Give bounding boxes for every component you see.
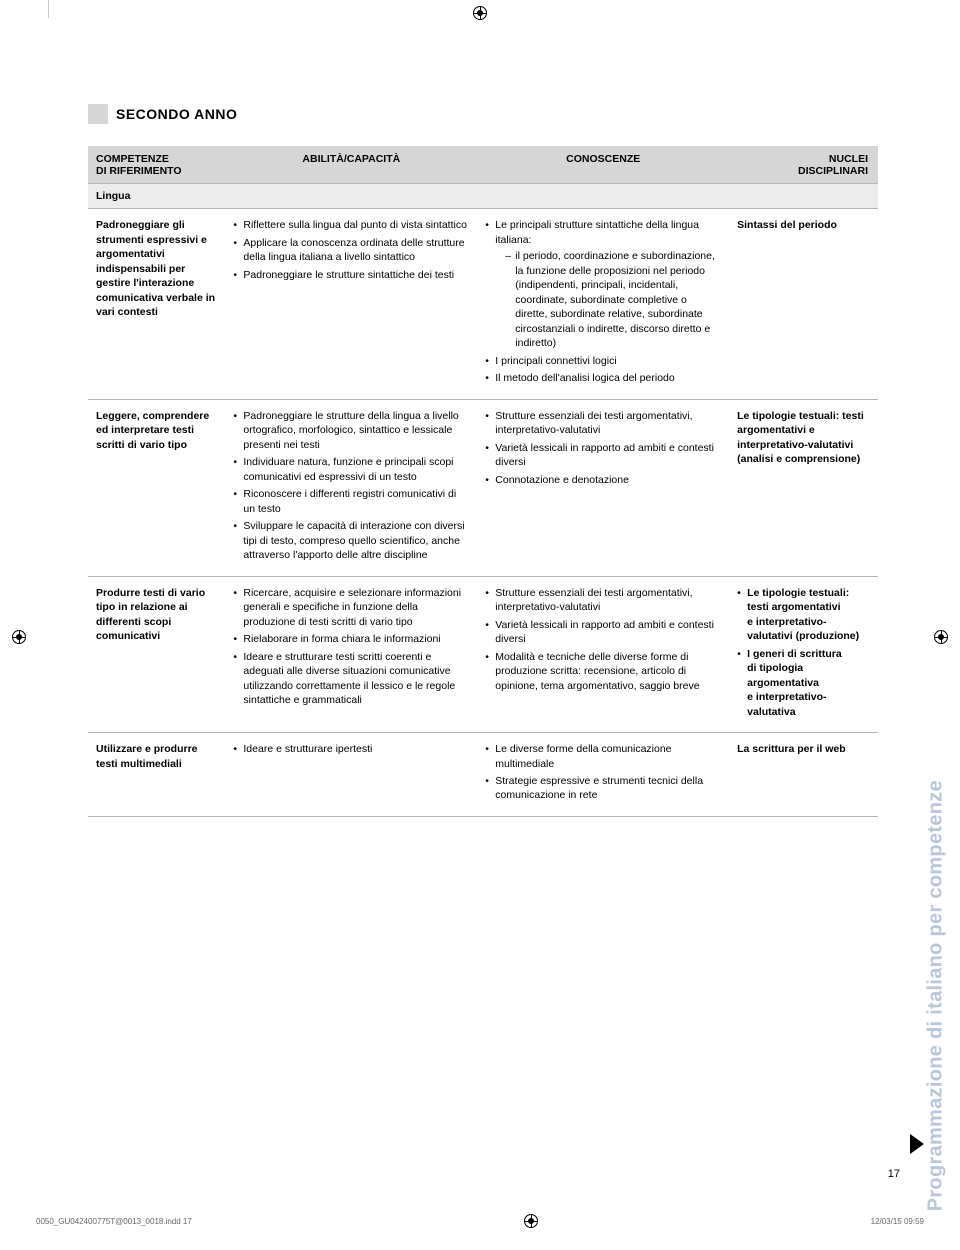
section-title-bar: SECONDO ANNO	[88, 104, 878, 124]
abilita-cell: Riflettere sulla lingua dal punto di vis…	[225, 209, 477, 399]
page-number: 17	[888, 1168, 900, 1180]
col-header-conoscenze: CONOSCENZE	[477, 146, 729, 184]
abilita-cell: Ideare e strutturare ipertesti	[225, 733, 477, 817]
competenze-cell: Produrre testi di vario tipo in relazion…	[88, 576, 225, 732]
competenze-cell: Padroneggiare gli strumenti espressivi e…	[88, 209, 225, 399]
table-header-row: COMPETENZEDI RIFERIMENTO ABILITÀ/CAPACIT…	[88, 146, 878, 184]
col-header-nuclei: NUCLEIDISCIPLINARI	[729, 146, 878, 184]
section-marker-icon	[88, 104, 108, 124]
table-row: Leggere, comprendere ed interpretare tes…	[88, 399, 878, 576]
print-footer: 0050_GU042400775T@0013_0018.indd 17 12/0…	[36, 1214, 924, 1228]
subheader-cell: Lingua	[88, 184, 878, 209]
table-subheader-row: Lingua	[88, 184, 878, 209]
abilita-cell: Ricercare, acquisire e selezionare infor…	[225, 576, 477, 732]
col-header-abilita: ABILITÀ/CAPACITÀ	[225, 146, 477, 184]
next-page-arrow-icon	[910, 1134, 924, 1154]
registration-mark-icon	[934, 630, 948, 644]
competence-table: COMPETENZEDI RIFERIMENTO ABILITÀ/CAPACIT…	[88, 146, 878, 817]
competenze-cell: Leggere, comprendere ed interpretare tes…	[88, 399, 225, 576]
nuclei-cell: Sintassi del periodo	[729, 209, 878, 399]
conoscenze-cell: Le diverse forme della comunicazione mul…	[477, 733, 729, 817]
side-section-text: Programmazione di italiano per competenz…	[924, 780, 947, 1211]
conoscenze-cell: Strutture essenziali dei testi argomenta…	[477, 576, 729, 732]
registration-mark-icon	[473, 6, 487, 20]
conoscenze-cell: Le principali strutture sintattiche dell…	[477, 209, 729, 399]
table-row: Utilizzare e produrre testi multimediali…	[88, 733, 878, 817]
conoscenze-cell: Strutture essenziali dei testi argomenta…	[477, 399, 729, 576]
competenze-cell: Utilizzare e produrre testi multimediali	[88, 733, 225, 817]
nuclei-cell: La scrittura per il web	[729, 733, 878, 817]
abilita-cell: Padroneggiare le strutture della lingua …	[225, 399, 477, 576]
registration-mark-icon	[524, 1214, 538, 1228]
section-title: SECONDO ANNO	[116, 106, 237, 122]
footer-timestamp: 12/03/15 09:59	[871, 1217, 924, 1226]
footer-filename: 0050_GU042400775T@0013_0018.indd 17	[36, 1217, 192, 1226]
crop-marks	[0, 0, 960, 30]
registration-mark-icon	[12, 630, 26, 644]
page-content: SECONDO ANNO COMPETENZEDI RIFERIMENTO AB…	[88, 104, 878, 817]
col-header-competenze: COMPETENZEDI RIFERIMENTO	[88, 146, 225, 184]
side-section-label: Programmazione di italiano per competenz…	[898, 100, 924, 780]
nuclei-cell: Le tipologie testuali: testi argomentati…	[729, 399, 878, 576]
table-row: Padroneggiare gli strumenti espressivi e…	[88, 209, 878, 399]
nuclei-cell: Le tipologie testuali: testi argomentati…	[729, 576, 878, 732]
table-row: Produrre testi di vario tipo in relazion…	[88, 576, 878, 732]
